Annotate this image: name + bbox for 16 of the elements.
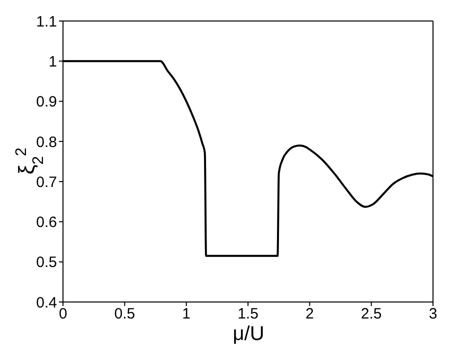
y-tick-label: 0.7: [36, 174, 57, 191]
x-tick-label: 2: [305, 306, 314, 323]
y-tick-label: 1.1: [36, 13, 57, 30]
y-tick-label: 0.4: [36, 294, 57, 312]
x-tick-label: 0.5: [114, 306, 136, 323]
y-tick-label: 0.6: [36, 214, 57, 232]
y-tick-label: 1: [48, 53, 57, 70]
x-tick-label: 3: [428, 306, 438, 323]
x-tick-label: 1: [182, 306, 191, 323]
y-tick-label: 0.8: [36, 134, 57, 151]
x-tick-label: 2.5: [360, 306, 382, 323]
x-tick-label: 1.5: [238, 306, 258, 323]
x-tick-label: 0: [58, 306, 68, 323]
y-tick-label: 0.5: [36, 254, 57, 272]
x-axis-title: μ/U: [232, 323, 264, 345]
y-tick-label: 0.9: [36, 94, 57, 111]
